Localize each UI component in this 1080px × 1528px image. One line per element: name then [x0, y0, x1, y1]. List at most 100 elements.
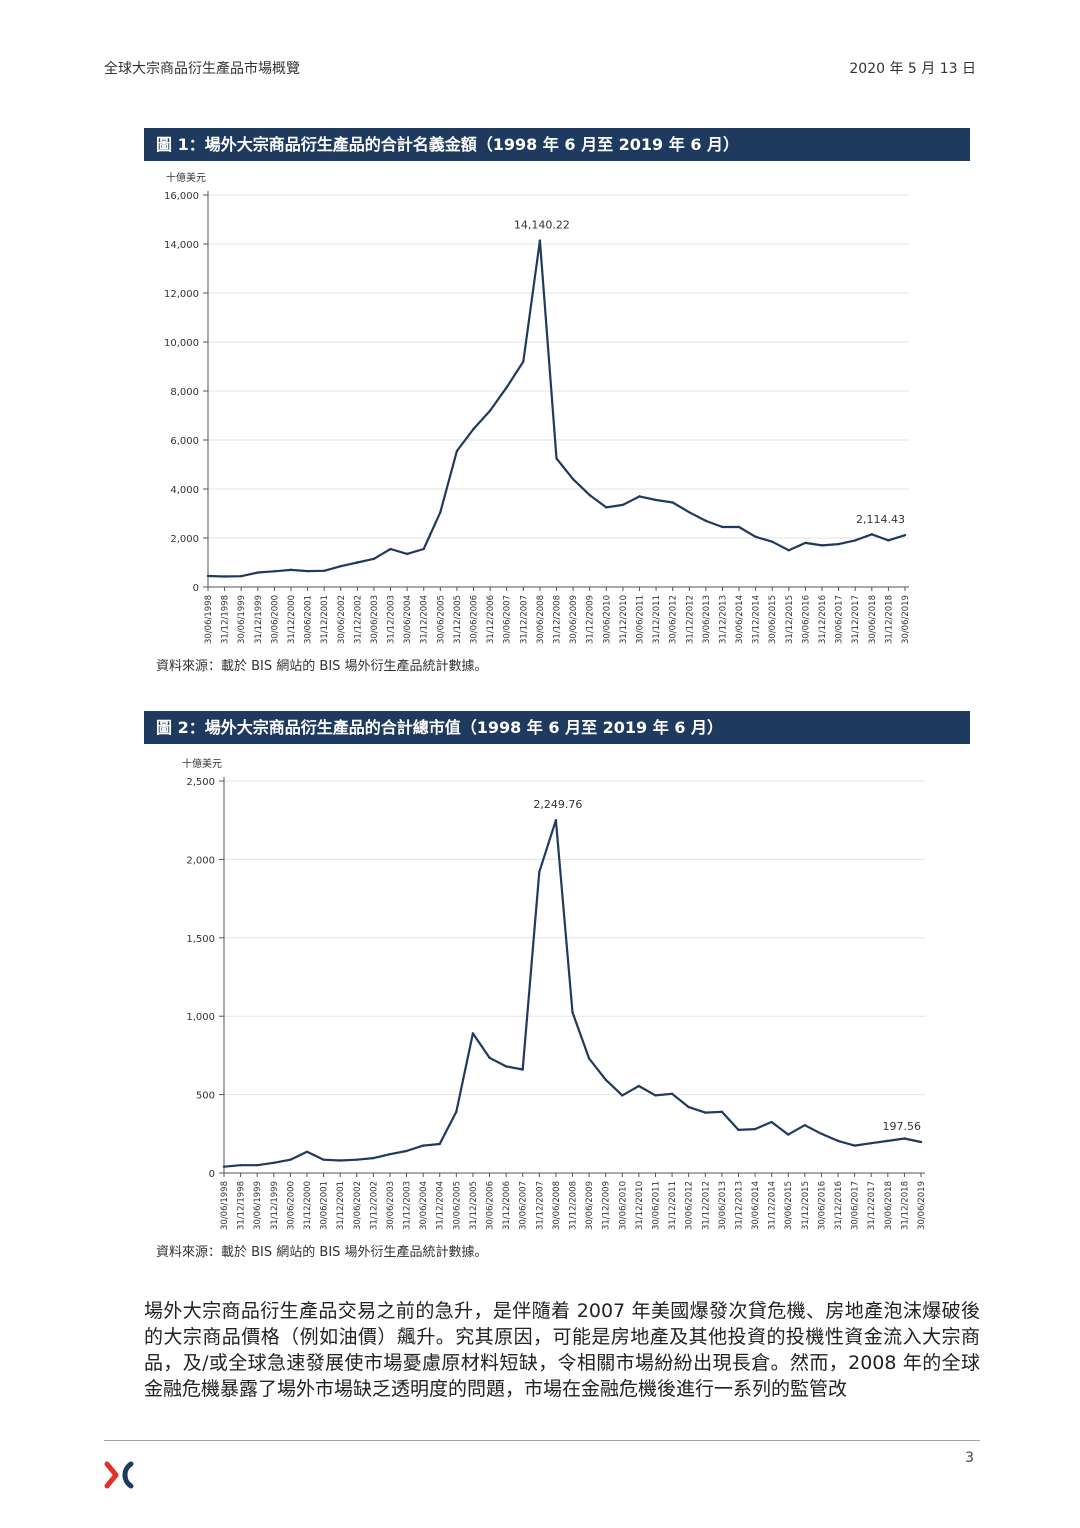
figure1-caption: 圖 1：場外大宗商品衍生產品的合計名義金額（1998 年 6 月至 2019 年…	[144, 128, 970, 161]
chart1-data-point	[837, 542, 840, 546]
chart1-data-point	[887, 539, 890, 542]
chart2-data-point	[753, 1127, 757, 1131]
chart2-data-point	[338, 1159, 342, 1162]
chart1-xtick-label: 31/12/2003	[387, 595, 397, 644]
chart1-data-point	[289, 568, 293, 572]
chart2-data-point	[803, 1123, 807, 1127]
chart1-xtick-label: 30/06/2010	[602, 595, 612, 644]
chart1-data-point	[854, 539, 857, 542]
chart2-xtick-label: 31/12/2016	[834, 1181, 844, 1230]
chart1-xtick-label: 30/06/2002	[337, 595, 347, 644]
chart2-data-point	[836, 1139, 840, 1143]
chart2-xtick-label: 30/06/2010	[618, 1181, 628, 1230]
chart1-xtick-label: 30/06/2011	[635, 595, 645, 644]
chart1-xtick-label: 30/06/2005	[436, 595, 446, 644]
chart2-data-point	[455, 1110, 458, 1114]
chart1-xtick-label: 31/12/2006	[486, 595, 496, 644]
chart2-ytick-label: 2,500	[186, 777, 215, 788]
chart1-xtick-label: 31/12/2012	[685, 595, 695, 644]
chart1-xtick-label: 30/06/2000	[270, 595, 280, 644]
chart1-data-point	[671, 501, 674, 504]
chart2-data-point	[388, 1152, 392, 1156]
chart2-xtick-label: 30/06/2003	[386, 1181, 396, 1230]
chart1-xtick-label: 30/06/2009	[569, 595, 579, 644]
chart1-xtick-label: 30/06/2004	[403, 595, 413, 644]
chart2-ytick-label: 500	[196, 1091, 215, 1102]
chart2-xtick-label: 30/06/2000	[286, 1181, 296, 1230]
chart2-data-point	[637, 1084, 641, 1088]
chart2-xtick-label: 31/12/2004	[436, 1181, 446, 1230]
chart2-xtick-label: 30/06/2016	[817, 1181, 827, 1230]
chart1-data-point	[588, 493, 591, 497]
chart1-xtick-label: 30/06/2013	[702, 595, 712, 644]
chart1-data-point	[621, 503, 625, 507]
chart1-data-point	[389, 547, 392, 551]
chart1-xtick-label: 31/12/2010	[619, 595, 629, 644]
chart1-xtick-label: 31/12/2004	[420, 595, 430, 644]
chart1-xtick-label: 31/12/1999	[254, 595, 264, 644]
chart2-xtick-label: 31/12/2003	[403, 1181, 413, 1230]
chart2-data-point	[521, 1068, 524, 1071]
chart2-data-point	[272, 1161, 275, 1165]
chart1-data-point	[206, 574, 210, 578]
chart2-xtick-label: 31/12/2000	[303, 1181, 313, 1230]
chart1-data-point	[820, 544, 824, 547]
chart1-xtick-label: 30/06/1998	[204, 595, 214, 644]
chart1-xtick-label: 31/12/2016	[818, 595, 828, 644]
chart1-ytick-label: 10,000	[164, 338, 199, 349]
chart1-series-line	[207, 239, 906, 578]
chart2-xtick-label: 31/12/2018	[900, 1181, 910, 1230]
chart1-data-point	[638, 495, 641, 498]
chart1-data-point	[538, 239, 542, 242]
chart2-data-point	[670, 1092, 674, 1096]
chart2-series-line	[223, 819, 922, 1168]
chart2-data-point	[438, 1142, 441, 1146]
chart1-data-point	[704, 519, 708, 523]
chart1-data-point	[688, 511, 691, 514]
chart2-data-point	[289, 1158, 292, 1161]
chart2-data-point	[322, 1158, 325, 1161]
chart1-ytick-label: 4,000	[170, 485, 199, 496]
page-number: 3	[965, 1450, 974, 1466]
chart2-data-point	[720, 1110, 724, 1114]
header-date: 2020 年 5 月 13 日	[849, 61, 976, 77]
chart1-xtick-label: 30/06/2008	[536, 595, 546, 644]
chart1-data-point	[306, 569, 309, 573]
chart2-xtick-label: 30/06/2005	[452, 1181, 462, 1230]
chart2-xtick-label: 31/12/1998	[237, 1181, 247, 1230]
chart1-data-point	[754, 535, 757, 538]
chart2-xtick-label: 30/06/2001	[320, 1181, 330, 1230]
chart2-xtick-label: 30/06/2006	[486, 1181, 496, 1230]
chart2-data-point	[687, 1105, 690, 1109]
chart2-data-label: 197.56	[883, 1120, 922, 1133]
chart2-xtick-label: 30/06/2007	[519, 1181, 529, 1230]
chart1-xtick-label: 31/12/2001	[320, 595, 330, 644]
chart1-xtick-label: 31/12/2015	[785, 595, 795, 644]
chart2-xtick-label: 31/12/2008	[569, 1181, 579, 1230]
chart1-data-point	[339, 564, 342, 568]
chart1-xtick-label: 30/06/2017	[835, 595, 845, 644]
chart1-ylabel: 十億美元	[166, 171, 206, 184]
chart1-data-point	[239, 575, 243, 578]
chart1-xtick-label: 31/12/2011	[652, 595, 662, 644]
chart1-data-point	[273, 570, 276, 573]
chart2-xtick-label: 30/06/2008	[552, 1181, 562, 1230]
chart1-data-label: 14,140.22	[514, 219, 570, 232]
chart2-xtick-label: 31/12/2009	[602, 1181, 612, 1230]
chart2-xtick-label: 30/06/2002	[353, 1181, 363, 1230]
chart1-xtick-label: 30/06/2006	[470, 595, 480, 644]
chart2-data-point	[853, 1144, 856, 1147]
chart1-xtick-label: 30/06/2018	[868, 595, 878, 644]
chart1-data-point	[322, 569, 326, 573]
chart2-data-point	[886, 1139, 890, 1143]
chart2-data-point	[820, 1132, 823, 1135]
chart2-xtick-label: 30/06/2013	[718, 1181, 728, 1230]
chart2-xtick-label: 31/12/2014	[768, 1181, 778, 1230]
chart2-xtick-label: 31/12/2007	[535, 1181, 545, 1230]
chart2-data-label: 2,249.76	[533, 798, 582, 811]
chart2-xtick-label: 30/06/1998	[220, 1181, 230, 1230]
chart1-data-point	[804, 541, 807, 545]
chart2-data-point	[504, 1065, 508, 1068]
chart2-xtick-label: 31/12/2005	[469, 1181, 479, 1230]
chart1-data-point	[654, 498, 658, 502]
